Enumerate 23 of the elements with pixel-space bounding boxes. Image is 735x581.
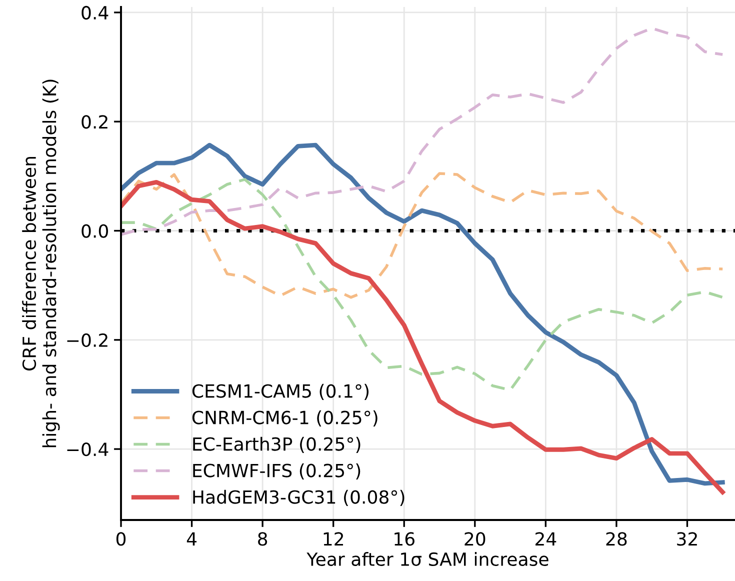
y-tick-label: −0.4 bbox=[67, 442, 108, 456]
legend-label: EC-Earth3P (0.25°) bbox=[193, 436, 360, 453]
x-tick-label: 0 bbox=[116, 532, 126, 546]
x-tick-label: 20 bbox=[464, 532, 486, 546]
y-tick-label: 0.4 bbox=[82, 6, 108, 20]
legend-label: ECMWF-IFS (0.25°) bbox=[193, 463, 360, 480]
x-tick-label: 4 bbox=[186, 532, 197, 546]
legend-label: CNRM-CM6-1 (0.25°) bbox=[192, 410, 378, 426]
x-tick-label: 24 bbox=[536, 532, 556, 546]
y-tick-label: 0.0 bbox=[82, 224, 108, 238]
x-tick-label: 8 bbox=[258, 532, 268, 546]
legend-label: HadGEM3-GC31 (0.08°) bbox=[193, 490, 404, 506]
y-tick-label: 0.2 bbox=[82, 115, 108, 129]
line-series bbox=[121, 26, 724, 236]
y-axis-title: CRF difference between high- and standard-resolution models (K) bbox=[22, 80, 60, 448]
line-series bbox=[121, 172, 724, 299]
x-tick-label: 32 bbox=[677, 532, 697, 546]
x-tick-label: 12 bbox=[324, 532, 344, 546]
x-axis-title: Year after 1σ SAM increase bbox=[306, 552, 548, 566]
y-tick-label: −0.2 bbox=[67, 333, 108, 348]
x-tick-label: 16 bbox=[394, 532, 414, 546]
x-tick-label: 28 bbox=[606, 532, 627, 546]
legend-label: CESM1-CAM5 (0.1°) bbox=[192, 384, 369, 400]
